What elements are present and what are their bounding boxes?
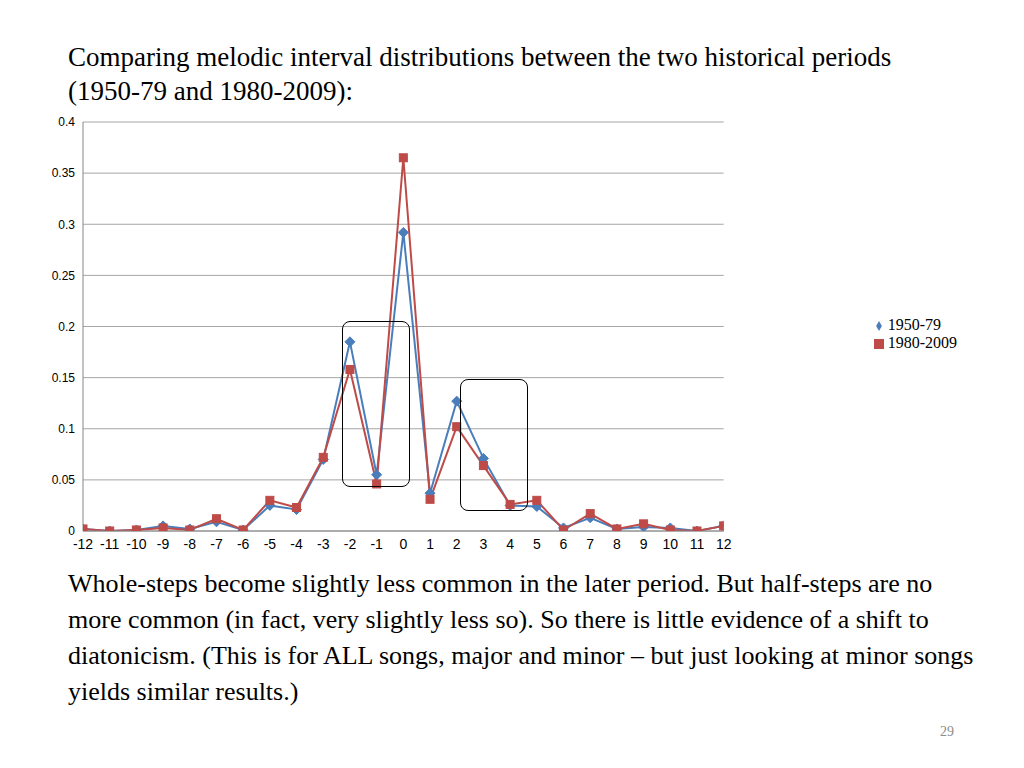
- svg-text:11: 11: [690, 536, 705, 552]
- svg-text:5: 5: [533, 536, 541, 552]
- svg-text:4: 4: [506, 536, 514, 552]
- svg-text:0.1: 0.1: [58, 422, 75, 436]
- html-text:1980-2009: 1980-2009: [887, 334, 957, 351]
- svg-text:-6: -6: [237, 536, 250, 552]
- html-text:29: 29: [940, 724, 954, 739]
- svg-text:0.2: 0.2: [58, 320, 75, 334]
- svg-text:-5: -5: [264, 536, 277, 552]
- svg-text:1: 1: [426, 536, 434, 552]
- svg-text:0.25: 0.25: [52, 269, 76, 283]
- svg-text:10: 10: [662, 536, 678, 552]
- svg-text:6: 6: [560, 536, 568, 552]
- svg-text:0.3: 0.3: [58, 218, 75, 232]
- svg-text:-2: -2: [344, 536, 357, 552]
- html-text:1950-79: 1950-79: [887, 316, 941, 333]
- svg-text:-9: -9: [157, 536, 170, 552]
- html-text:Comparing melodic interval dis: Comparing melodic interval distributions…: [68, 42, 892, 106]
- svg-text:-10: -10: [126, 536, 146, 552]
- svg-text:0.15: 0.15: [52, 371, 76, 385]
- svg-text:-3: -3: [317, 536, 330, 552]
- svg-text:-8: -8: [184, 536, 197, 552]
- svg-text:2: 2: [453, 536, 461, 552]
- svg-text:0: 0: [68, 524, 75, 538]
- svg-text:-7: -7: [210, 536, 223, 552]
- svg-text:0: 0: [399, 536, 407, 552]
- html-text:Whole-steps become slightly le: Whole-steps become slightly less common …: [68, 569, 974, 706]
- svg-text:-12: -12: [73, 536, 93, 552]
- svg-text:-11: -11: [100, 536, 119, 552]
- svg-text:12: 12: [716, 536, 732, 552]
- svg-text:0.05: 0.05: [52, 473, 76, 487]
- svg-text:-1: -1: [370, 536, 383, 552]
- svg-text:9: 9: [640, 536, 648, 552]
- svg-text:3: 3: [480, 536, 488, 552]
- svg-text:7: 7: [586, 536, 594, 552]
- svg-text:8: 8: [613, 536, 621, 552]
- svg-text:0.4: 0.4: [58, 115, 75, 129]
- svg-text:0.35: 0.35: [52, 166, 76, 180]
- svg-text:-4: -4: [290, 536, 303, 552]
